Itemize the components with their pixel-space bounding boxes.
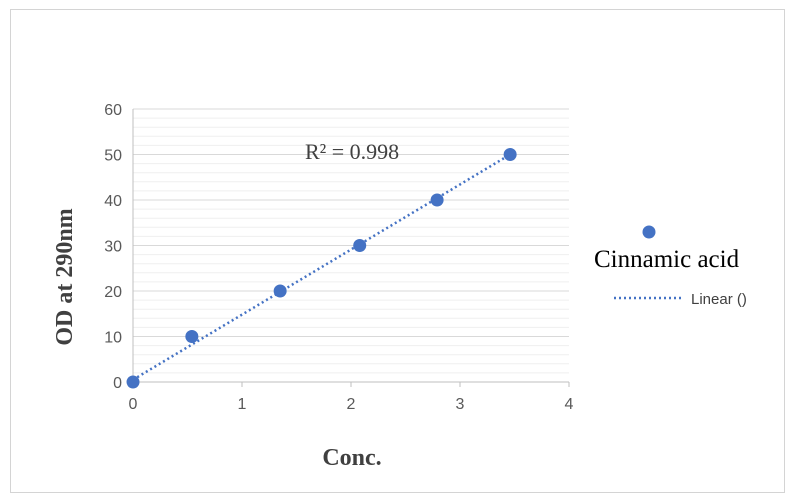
y-tick-labels: 0 10 20 30 40 50 60 (104, 102, 122, 392)
legend: Cinnamic acid Linear () (594, 225, 747, 308)
data-point (273, 284, 287, 298)
data-point (126, 375, 140, 389)
y-tick-label: 30 (104, 239, 122, 256)
x-axis-title: Conc. (322, 445, 381, 471)
legend-label-cinnamic-acid: Cinnamic acid (594, 246, 740, 273)
r-squared-annotation: R² = 0.998 (305, 139, 399, 164)
trendline (132, 153, 511, 381)
y-tick-label: 0 (113, 375, 122, 392)
y-tick-label: 10 (104, 330, 122, 347)
x-tick-label: 2 (347, 396, 356, 413)
x-tick-label: 0 (129, 396, 138, 413)
y-tick-label: 20 (104, 284, 122, 301)
y-tick-label: 60 (104, 102, 122, 119)
x-tick-label: 1 (238, 396, 247, 413)
data-point (503, 148, 517, 161)
data-point (353, 239, 367, 252)
data-points (126, 148, 517, 389)
data-point (430, 193, 444, 207)
legend-marker-cinnamic-acid (642, 225, 656, 239)
legend-label-trendline: Linear () (691, 291, 747, 308)
y-tick-label: 40 (104, 193, 122, 210)
x-tick-label: 4 (565, 396, 574, 413)
x-tick-labels: 0 1 2 3 4 (129, 382, 574, 413)
y-tick-label: 50 (104, 148, 122, 165)
y-axis-title: OD at 290nm (52, 208, 78, 345)
chart-frame (10, 9, 785, 493)
grid-lines (133, 108, 569, 374)
data-point (185, 330, 199, 343)
x-tick-label: 3 (456, 396, 465, 413)
